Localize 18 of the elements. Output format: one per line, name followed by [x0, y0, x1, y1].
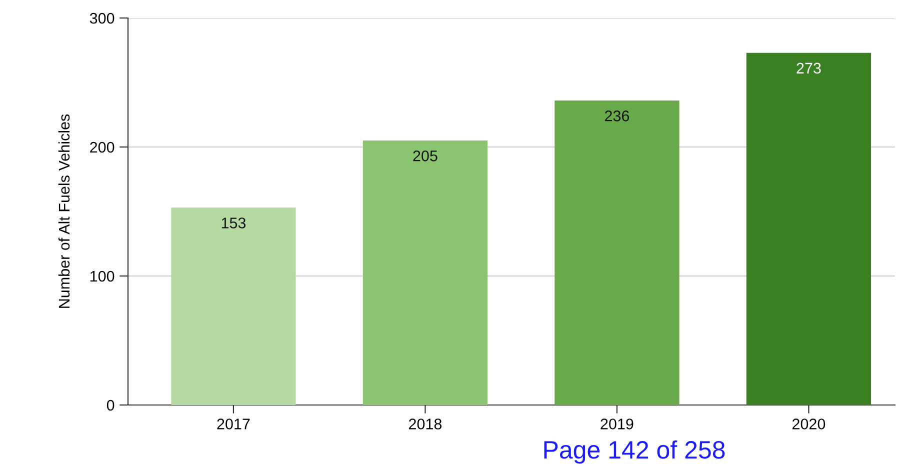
bar	[554, 100, 680, 405]
data-label: 205	[413, 150, 438, 162]
bar	[746, 52, 872, 405]
x-tick-label: 2019	[600, 418, 634, 430]
y-tick-label: 0	[106, 400, 114, 411]
data-label: 236	[604, 110, 630, 122]
data-label: 153	[222, 218, 246, 228]
data-label: 273	[796, 62, 821, 74]
y-tick-label: 200	[90, 142, 114, 153]
y-axis-title: Number of Alt Fuels Vehicles	[58, 114, 70, 308]
text: Page 142 of 258	[544, 440, 725, 464]
x-tick-label: 2017	[217, 418, 250, 430]
bar	[171, 208, 296, 405]
y-tick-label: 100	[90, 270, 114, 282]
bar	[362, 140, 488, 405]
y-tick-label: 300	[90, 12, 114, 24]
x-tick-label: 2020	[792, 418, 826, 430]
x-tick-label: 2018	[408, 418, 442, 430]
